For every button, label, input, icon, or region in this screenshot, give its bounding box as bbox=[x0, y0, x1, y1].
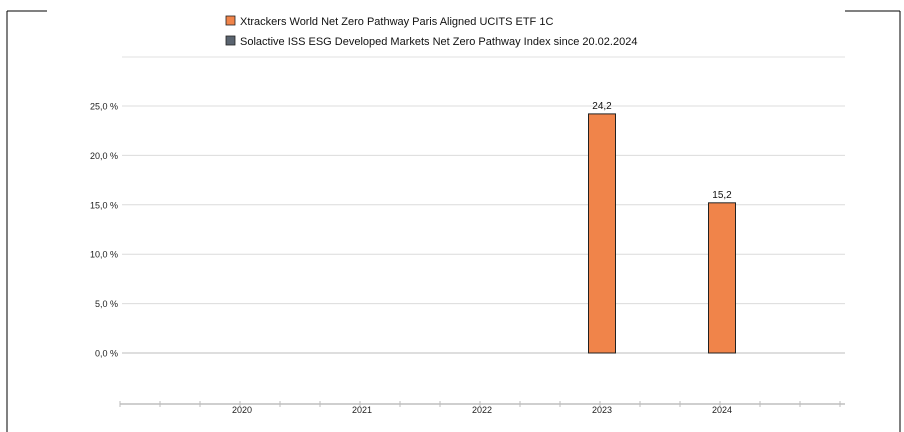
x-tick-label-2023: 2023 bbox=[592, 405, 612, 415]
x-tick-label-2022: 2022 bbox=[472, 405, 492, 415]
legend-label-1: Solactive ISS ESG Developed Markets Net … bbox=[240, 36, 637, 48]
y-tick-label-2: 10,0 % bbox=[90, 250, 118, 260]
y-tick-label-1: 5,0 % bbox=[95, 299, 118, 309]
legend-swatch-1 bbox=[225, 35, 236, 46]
x-tick-label-2020: 2020 bbox=[232, 405, 252, 415]
y-tick-label-4: 20,0 % bbox=[90, 151, 118, 161]
legend: Xtrackers World Net Zero Pathway Paris A… bbox=[225, 15, 637, 48]
x-tick-label-2024: 2024 bbox=[712, 405, 732, 415]
bar-2023 bbox=[588, 113, 616, 354]
grid-lines bbox=[122, 56, 845, 354]
y-tick-label-5: 25,0 % bbox=[90, 102, 118, 112]
bars: 24,2 15,2 bbox=[588, 101, 736, 354]
legend-swatch-0 bbox=[225, 15, 236, 26]
y-tick-label-3: 15,0 % bbox=[90, 200, 118, 210]
x-axis: 2020 2021 2022 2023 2024 bbox=[119, 401, 845, 415]
y-axis: 0,0 % 5,0 % 10,0 % 15,0 % 20,0 % 25,0 % bbox=[90, 102, 118, 359]
legend-label-0: Xtrackers World Net Zero Pathway Paris A… bbox=[240, 16, 553, 28]
data-label-2023: 24,2 bbox=[592, 101, 612, 112]
data-label-2024: 15,2 bbox=[712, 190, 732, 201]
x-tick-label-2021: 2021 bbox=[352, 405, 372, 415]
bar-2024 bbox=[708, 202, 736, 354]
y-tick-label-0: 0,0 % bbox=[95, 349, 118, 359]
